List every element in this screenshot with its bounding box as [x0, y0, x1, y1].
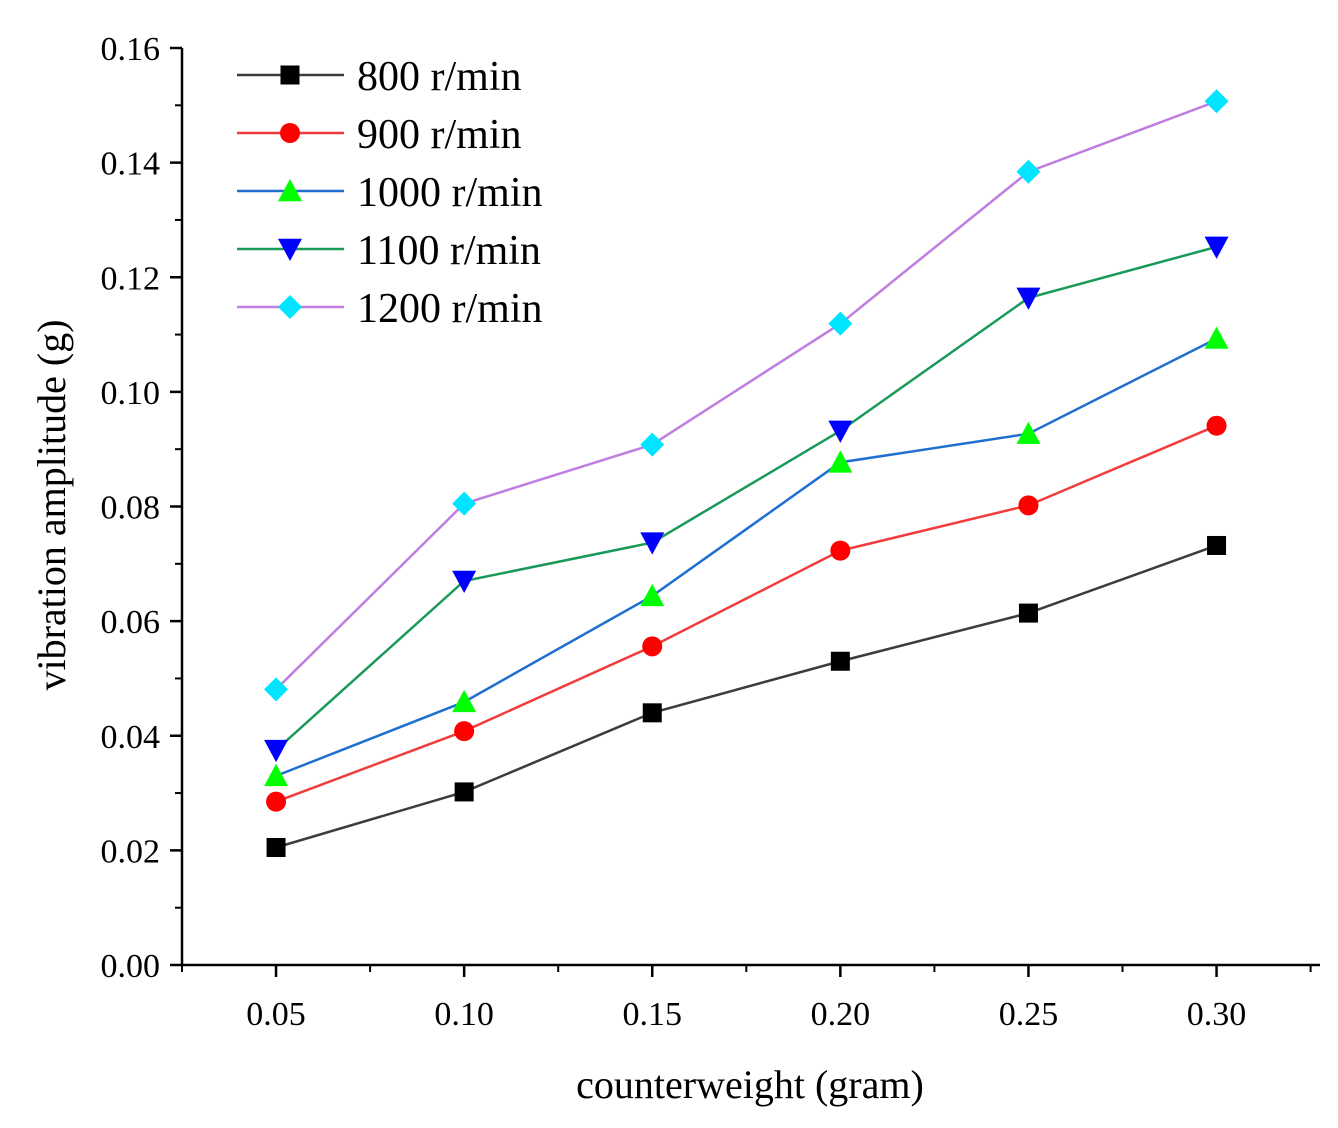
data-point: [1207, 535, 1227, 555]
x-axis-ticks: 0.05 0.10 0.15 0.20 0.25 0.30: [181, 965, 1312, 1033]
x-tick-label: 0.15: [622, 996, 682, 1033]
series-5: [264, 89, 1229, 702]
data-point: [1016, 421, 1041, 444]
data-point: [640, 432, 665, 457]
series-group: [264, 89, 1229, 858]
x-tick-label: 0.25: [999, 996, 1059, 1033]
data-point: [1018, 603, 1038, 623]
data-point: [1018, 495, 1039, 516]
legend-marker: [278, 238, 302, 261]
series-line: [275, 337, 1218, 778]
y-tick-label: 0.00: [101, 948, 161, 985]
data-point: [828, 311, 853, 336]
legend-label: 1000 r/min: [357, 170, 543, 216]
y-tick-label: 0.16: [101, 31, 161, 68]
data-point: [264, 763, 289, 787]
data-point: [642, 703, 662, 723]
legend-marker: [278, 295, 302, 319]
data-point: [828, 450, 853, 473]
series-3: [264, 326, 1229, 787]
data-point: [830, 651, 850, 671]
legend-label: 800 r/min: [357, 54, 522, 100]
y-tick-label: 0.14: [101, 146, 161, 183]
series-line: [275, 424, 1218, 803]
legend-marker: [280, 65, 300, 85]
data-point: [454, 721, 475, 742]
y-tick-label: 0.12: [101, 260, 161, 297]
data-point: [452, 491, 477, 516]
data-point: [640, 532, 665, 555]
x-tick-label: 0.05: [246, 996, 306, 1033]
legend-marker: [278, 179, 302, 202]
y-tick-label: 0.10: [101, 375, 161, 412]
y-axis-title: vibration amplitude (g): [29, 319, 74, 690]
series-line: [275, 245, 1217, 752]
data-point: [1016, 287, 1041, 310]
x-tick-label: 0.30: [1187, 996, 1247, 1033]
data-point: [640, 583, 665, 607]
data-point: [830, 540, 851, 561]
data-point: [1204, 89, 1229, 114]
data-point: [266, 838, 286, 858]
x-tick-label: 0.20: [811, 996, 871, 1033]
legend-item: 800 r/min: [237, 54, 522, 100]
data-point: [1206, 415, 1227, 436]
y-tick-label: 0.08: [101, 490, 161, 527]
x-axis-title: counterweight (gram): [576, 1062, 924, 1107]
series-line: [275, 544, 1217, 849]
data-point: [452, 570, 477, 594]
data-point: [264, 739, 289, 763]
axes: [180, 48, 1320, 967]
legend-label: 1100 r/min: [357, 228, 541, 274]
data-point: [452, 689, 477, 713]
series-2: [266, 415, 1227, 812]
legend-label: 900 r/min: [357, 112, 522, 158]
data-point: [642, 636, 663, 657]
data-point: [1016, 159, 1041, 184]
y-tick-label: 0.02: [101, 833, 161, 870]
legend: 800 r/min 900 r/min 1000 r/min 1100 r/min 12…: [237, 54, 543, 332]
series-4: [264, 236, 1229, 763]
y-tick-label: 0.04: [101, 719, 161, 756]
data-point: [264, 677, 289, 702]
legend-item: 1000 r/min: [237, 170, 543, 216]
series-1: [266, 535, 1227, 858]
legend-marker: [280, 123, 300, 143]
y-tick-label: 0.06: [101, 604, 161, 641]
legend-item: 900 r/min: [237, 112, 522, 158]
data-point: [828, 420, 853, 443]
legend-item: 1200 r/min: [237, 286, 543, 332]
data-point: [454, 782, 474, 802]
data-point: [266, 791, 287, 812]
x-tick-label: 0.10: [434, 996, 494, 1033]
series-line: [275, 100, 1217, 691]
y-axis-ticks: 0.00 0.02 0.04 0.06 0.08 0.10 0.12 0.14 0.16: [101, 31, 182, 985]
data-point: [1204, 236, 1229, 259]
data-point: [1204, 326, 1229, 349]
legend-label: 1200 r/min: [357, 286, 543, 332]
legend-item: 1100 r/min: [237, 228, 541, 274]
